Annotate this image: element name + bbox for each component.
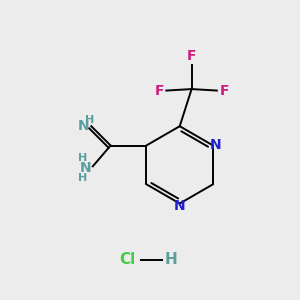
Text: N: N [209,138,221,152]
Text: Cl: Cl [119,253,135,268]
Text: N: N [174,199,185,213]
Text: F: F [187,49,196,63]
Text: F: F [219,84,229,98]
Text: H: H [85,115,94,125]
Text: H: H [165,253,178,268]
Text: H: H [78,173,87,183]
Text: F: F [154,84,164,98]
Text: H: H [78,153,87,163]
Text: N: N [78,119,90,133]
Text: N: N [80,161,92,175]
